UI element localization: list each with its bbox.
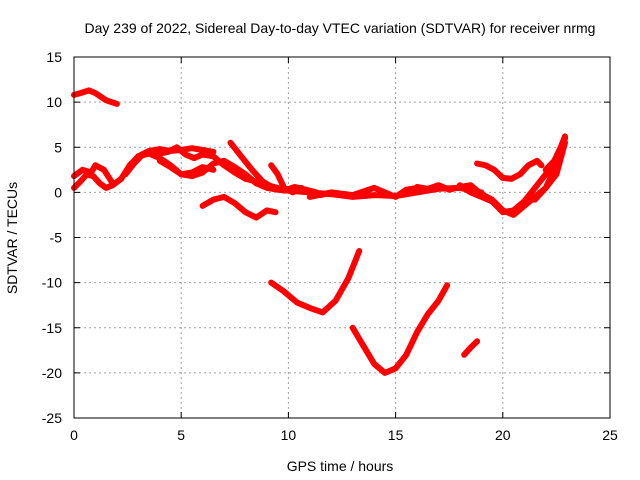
series-arc-18 [461, 338, 481, 358]
series-arc-19 [474, 157, 545, 182]
y-tick-label: -10 [42, 275, 62, 291]
x-tick-label: 25 [602, 427, 618, 443]
series-arc-21 [542, 133, 568, 173]
series-arc-8 [199, 193, 279, 221]
data-series [71, 87, 568, 376]
y-tick-label: 10 [46, 94, 62, 110]
x-tick-label: 20 [495, 427, 511, 443]
x-tick-label: 15 [388, 427, 404, 443]
y-tick-label: -5 [50, 230, 63, 246]
y-tick-labels: -25 -20 -15 -10 -5 0 5 10 15 [42, 49, 62, 426]
x-tick-label: 5 [177, 427, 185, 443]
y-tick-label: -25 [42, 410, 62, 426]
y-tick-label: 5 [54, 139, 62, 155]
series-arc-12 [268, 248, 363, 316]
y-tick-label: 15 [46, 49, 62, 65]
series-arc-1 [71, 87, 120, 107]
x-tick-label: 0 [70, 427, 78, 443]
y-tick-label: -20 [42, 365, 62, 381]
axis-ticks [73, 56, 611, 419]
series-arc-15 [349, 282, 451, 376]
grid [74, 57, 610, 418]
series-arc-7 [156, 157, 217, 178]
series-arc-14 [306, 184, 420, 200]
series-arc-3 [71, 162, 116, 187]
y-axis-label: SDTVAR / TECUs [4, 182, 20, 294]
chart-title: Day 239 of 2022, Sidereal Day-to-day VTE… [85, 20, 596, 36]
y-tick-label: 0 [54, 184, 62, 200]
x-tick-label: 10 [281, 427, 297, 443]
x-tick-labels: 0 5 10 15 20 25 [70, 427, 618, 443]
x-axis-label: GPS time / hours [287, 458, 394, 474]
y-tick-label: -15 [42, 320, 62, 336]
